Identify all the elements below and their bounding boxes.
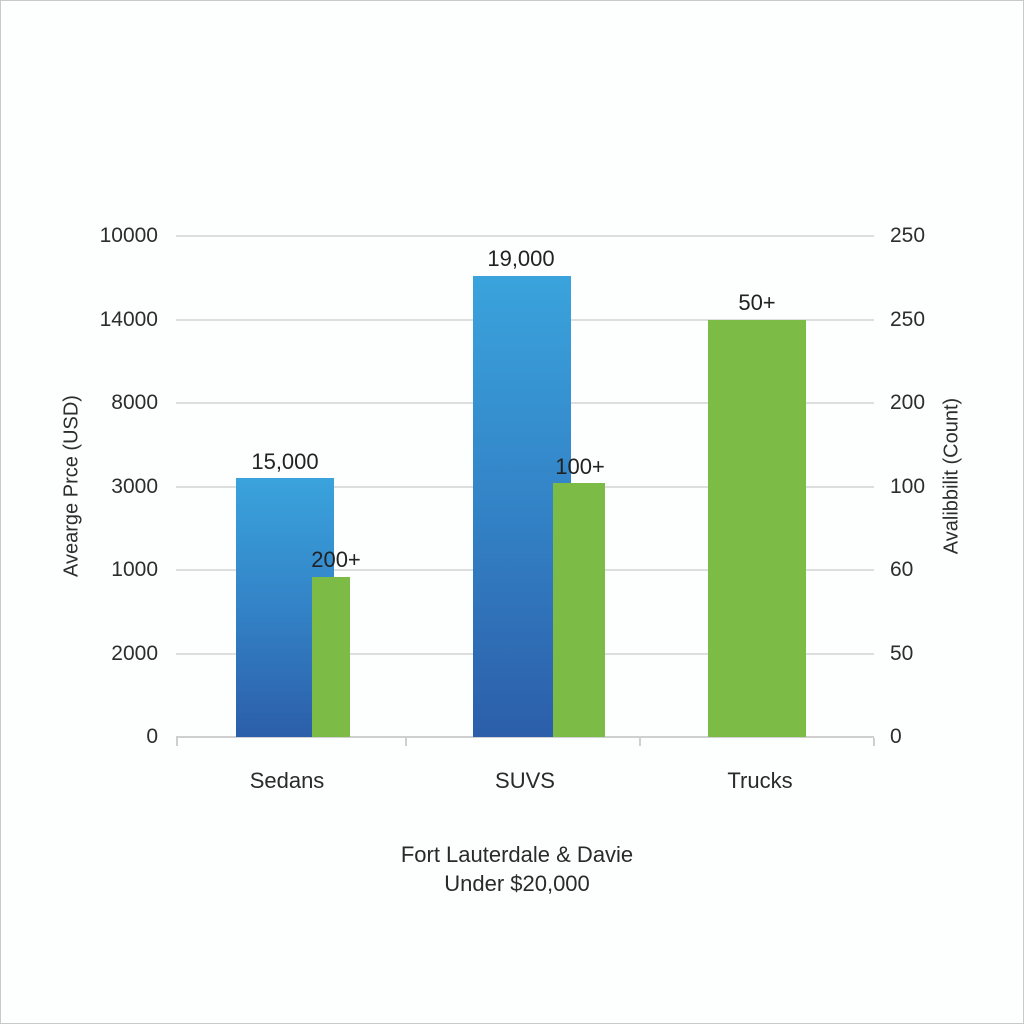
y-axis-title-right: Avalibbilit (Count): [940, 397, 963, 555]
bar-trucks-count: [708, 320, 806, 737]
y-tick-right: 250: [890, 224, 926, 247]
x-axis-tick: [405, 738, 407, 746]
x-axis-tick: [176, 738, 178, 746]
y-tick-left: 0: [146, 725, 158, 748]
y-tick-right: 0: [890, 725, 902, 748]
x-axis-tick: [873, 738, 875, 746]
data-label-suvs-price: 19,000: [487, 246, 555, 271]
y-tick-left: 14000: [99, 308, 158, 331]
x-category-sedans: Sedans: [249, 768, 325, 793]
y-tick-right: 50: [890, 642, 914, 665]
y-axis-title-left: Avearge Prce (USD): [60, 395, 83, 577]
data-label-sedans-price: 15,000: [251, 449, 319, 474]
chart-caption-line1: Fort Lauterdale & Davie: [400, 842, 634, 867]
y-tick-left: 1000: [111, 558, 158, 581]
gridline: [176, 235, 874, 237]
data-label-trucks-count: 50+: [738, 290, 776, 315]
data-label-sedans-count: 200+: [311, 547, 361, 572]
bar-suvs-count: [553, 483, 605, 737]
x-axis-tick: [639, 738, 641, 746]
x-axis-baseline: [176, 736, 874, 738]
y-tick-right: 250: [890, 308, 926, 331]
x-category-trucks: Trucks: [727, 768, 793, 793]
y-tick-right: 60: [890, 558, 914, 581]
x-category-suvs: SUVS: [495, 768, 555, 793]
data-label-suvs-count: 100+: [555, 454, 605, 479]
y-tick-left: 2000: [111, 642, 158, 665]
y-tick-left: 8000: [111, 391, 158, 414]
bar-sedans-count: [312, 577, 350, 737]
y-tick-right: 200: [890, 391, 926, 414]
y-tick-left: 3000: [111, 475, 158, 498]
chart-caption-line2: Under $20,000: [444, 871, 590, 896]
y-tick-right: 100: [890, 475, 926, 498]
y-tick-left: 10000: [99, 224, 158, 247]
